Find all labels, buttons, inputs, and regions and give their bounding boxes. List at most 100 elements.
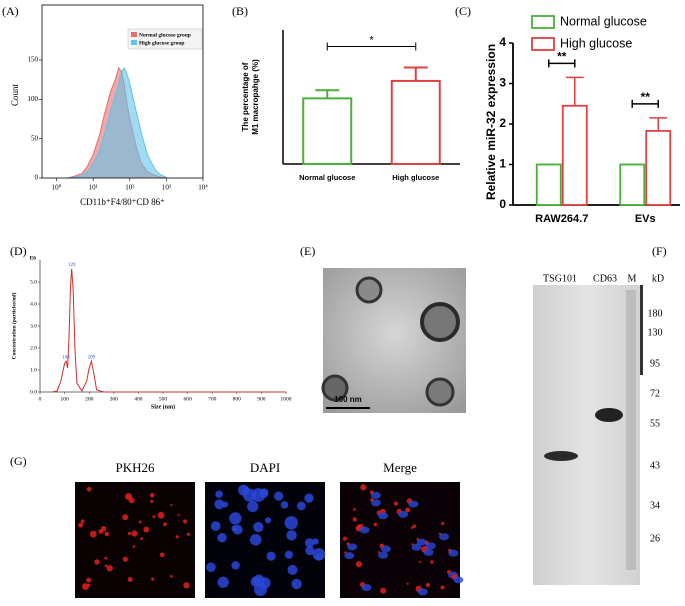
cell [352,517,357,522]
x-tick-label: 10² [125,184,134,192]
cell [315,553,323,561]
y-tick-label: 4 [499,35,506,49]
x-tick-label: High glucose [392,173,439,182]
nucleus [439,533,450,541]
x-tick-label: Normal glucose [299,173,355,182]
legend-label: Normal glucose group [139,32,191,38]
cell [406,582,409,585]
fluorescence-images [75,482,460,598]
cell [104,556,108,560]
nucleus [411,543,422,551]
nucleus [370,499,381,507]
cell [138,520,142,524]
unit-label: kD [652,273,664,284]
blot-image [533,285,643,585]
cell [131,530,138,537]
y-tick-label: 50 [31,134,39,142]
legend-swatch [131,40,137,45]
cell [266,551,276,561]
x-axis-label: CD11b⁺F4/80⁺CD 86⁺ [80,197,165,207]
nucleus [377,512,388,520]
cell [170,503,173,506]
y-tick-label: 5.0 [30,279,37,285]
lane-label: CD63 [593,273,617,284]
y-tick-label: 100 [28,95,39,103]
significance-bracket [326,42,417,51]
size-distribution-line [52,268,286,393]
cell [249,533,262,546]
cell [231,525,238,532]
significance-label: ** [557,50,567,64]
lane-label: TSG101 [543,273,577,284]
y-tick-label: 4.0 [30,301,37,307]
cell [405,507,411,513]
significance-label: * [369,34,374,46]
cell [89,530,97,538]
x-tick-label: 10¹ [89,184,98,192]
nucleus [423,548,434,556]
cell [122,556,128,562]
x-tick-label: 10⁰ [52,184,62,192]
panel-label: (C) [455,4,471,18]
cell [122,514,129,521]
cell [143,526,150,533]
x-tick-label: 10⁴ [198,184,208,192]
cell [425,582,431,588]
nucleus [425,542,436,550]
cell [217,533,227,543]
cell [214,499,225,510]
nucleus [448,549,459,557]
y-tick-label: 2 [499,116,506,130]
cell [86,486,92,492]
legend-label: High glucose group [139,40,184,46]
cell [150,499,154,503]
y-axis-label: The percentage of [241,62,250,131]
x-tick-label: 0 [39,396,42,402]
cell [360,484,367,491]
y-multiplier: E6 [30,255,37,261]
cell [100,526,107,532]
panel-label: (F) [652,244,667,258]
x-tick-label: 300 [110,396,119,402]
x-tick-label: 600 [183,396,192,402]
x-tick-label: 500 [159,396,168,402]
significance-bracket [631,99,659,108]
y-tick-label: 3 [499,76,506,90]
nucleus [417,588,428,596]
y-tick-label: 0 [35,174,39,182]
marker-label: 55 [650,418,660,429]
cell [342,536,348,541]
x-tick-label: 10³ [162,184,171,192]
x-tick-label: 700 [208,396,217,402]
x-tick-label: 900 [257,396,266,402]
error-bar [403,66,428,81]
cell [264,517,272,524]
cell [441,521,445,526]
nucleus [359,526,370,534]
legend-box [127,28,203,50]
y-axis-label: M1 macropahge (%) [251,59,260,135]
cell [150,492,155,498]
cell [215,490,223,498]
scale-bar-label: 100 nm [334,395,362,404]
cell [151,577,155,581]
cell [182,519,188,524]
cell [353,507,356,511]
cell [286,530,297,541]
cell [274,491,284,501]
cell [243,486,250,494]
cell [373,522,378,527]
cell [440,585,445,590]
y-tick-label: 0.0 [30,389,37,395]
cell [157,511,165,519]
marker-label: 130 [648,327,663,338]
cell [170,575,173,578]
cell [132,545,136,548]
bar [535,163,562,206]
marker-label: 43 [650,460,660,471]
x-tick-label: EVs [635,213,656,225]
y-axis-label: Concentration (particles/ml) [10,292,17,359]
cell [284,516,298,530]
cell [159,552,165,558]
cell [410,526,414,529]
